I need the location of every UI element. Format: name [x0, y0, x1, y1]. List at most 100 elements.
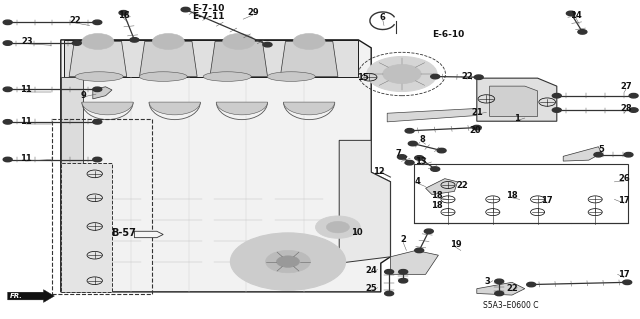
Circle shape [397, 155, 406, 159]
Text: 18: 18 [431, 191, 442, 200]
Text: FR.: FR. [10, 293, 23, 299]
Text: 11: 11 [20, 85, 31, 94]
Wedge shape [82, 102, 133, 115]
Circle shape [415, 248, 424, 253]
Bar [414, 164, 628, 223]
Circle shape [623, 280, 632, 285]
Text: E-7-10: E-7-10 [192, 4, 224, 13]
Text: 11: 11 [20, 117, 31, 126]
Polygon shape [69, 41, 127, 77]
Circle shape [399, 270, 408, 274]
Text: 3: 3 [485, 277, 490, 286]
Circle shape [3, 41, 12, 45]
Circle shape [472, 125, 481, 130]
Circle shape [552, 93, 561, 98]
Ellipse shape [76, 72, 123, 81]
Polygon shape [477, 78, 557, 121]
Polygon shape [61, 163, 112, 292]
Circle shape [93, 87, 102, 92]
Polygon shape [490, 86, 538, 116]
Circle shape [495, 291, 504, 296]
Text: S5A3–E0600 C: S5A3–E0600 C [483, 301, 538, 310]
Polygon shape [426, 179, 458, 195]
Circle shape [552, 108, 561, 112]
Text: B-57: B-57 [111, 228, 136, 238]
Polygon shape [563, 147, 602, 161]
Text: 24: 24 [365, 266, 377, 275]
Text: 12: 12 [373, 167, 385, 176]
Ellipse shape [140, 72, 187, 81]
Text: 23: 23 [21, 37, 33, 46]
Circle shape [263, 42, 272, 47]
Polygon shape [93, 87, 112, 99]
Polygon shape [280, 41, 338, 77]
Text: 27: 27 [620, 82, 632, 91]
Circle shape [316, 216, 360, 238]
Text: 4: 4 [415, 177, 421, 186]
Circle shape [3, 20, 12, 25]
Wedge shape [149, 102, 200, 115]
Polygon shape [387, 108, 477, 122]
Text: 21: 21 [471, 108, 483, 117]
Circle shape [72, 41, 81, 45]
Circle shape [82, 33, 114, 49]
Ellipse shape [204, 72, 251, 81]
Circle shape [424, 229, 433, 234]
Text: 1: 1 [514, 114, 520, 123]
Circle shape [415, 156, 424, 160]
Circle shape [408, 141, 417, 146]
Circle shape [383, 64, 421, 84]
Circle shape [152, 33, 184, 49]
Text: 19: 19 [450, 241, 461, 249]
Polygon shape [134, 231, 163, 238]
Text: 6: 6 [380, 13, 386, 22]
Circle shape [130, 38, 139, 42]
Bar [52, 119, 152, 294]
Circle shape [3, 157, 12, 162]
Polygon shape [140, 41, 197, 77]
Text: 18: 18 [506, 191, 518, 200]
Circle shape [399, 278, 408, 283]
Circle shape [119, 11, 128, 15]
Text: 10: 10 [351, 228, 363, 237]
Circle shape [624, 152, 633, 157]
Circle shape [266, 250, 310, 273]
Text: 9: 9 [81, 91, 86, 100]
Circle shape [385, 291, 394, 296]
Text: 14: 14 [570, 11, 582, 20]
Text: 11: 11 [20, 154, 31, 163]
Text: E-6-10: E-6-10 [432, 30, 464, 39]
Text: 22: 22 [506, 284, 518, 293]
Circle shape [326, 221, 349, 233]
Circle shape [431, 167, 440, 171]
Text: 16: 16 [118, 11, 129, 20]
Text: 26: 26 [618, 174, 630, 183]
Circle shape [437, 148, 446, 153]
Circle shape [367, 56, 437, 92]
Polygon shape [339, 140, 390, 263]
Circle shape [629, 93, 638, 98]
Text: 22: 22 [456, 181, 468, 189]
Circle shape [93, 120, 102, 124]
Text: 28: 28 [620, 104, 632, 113]
Polygon shape [477, 282, 525, 295]
Circle shape [93, 157, 102, 162]
Circle shape [629, 108, 638, 112]
Text: 15: 15 [357, 73, 369, 82]
Ellipse shape [268, 72, 315, 81]
Circle shape [293, 33, 325, 49]
Polygon shape [8, 290, 54, 302]
Polygon shape [390, 250, 438, 274]
Circle shape [405, 160, 414, 165]
Text: 17: 17 [618, 271, 630, 279]
Text: 22: 22 [70, 16, 81, 25]
Text: 18: 18 [431, 201, 442, 210]
Circle shape [495, 279, 504, 284]
Wedge shape [216, 102, 268, 115]
Text: 17: 17 [541, 197, 553, 205]
Circle shape [566, 11, 575, 16]
Polygon shape [61, 77, 83, 292]
Circle shape [578, 30, 587, 34]
Text: 17: 17 [618, 197, 630, 205]
Text: 13: 13 [415, 157, 427, 166]
